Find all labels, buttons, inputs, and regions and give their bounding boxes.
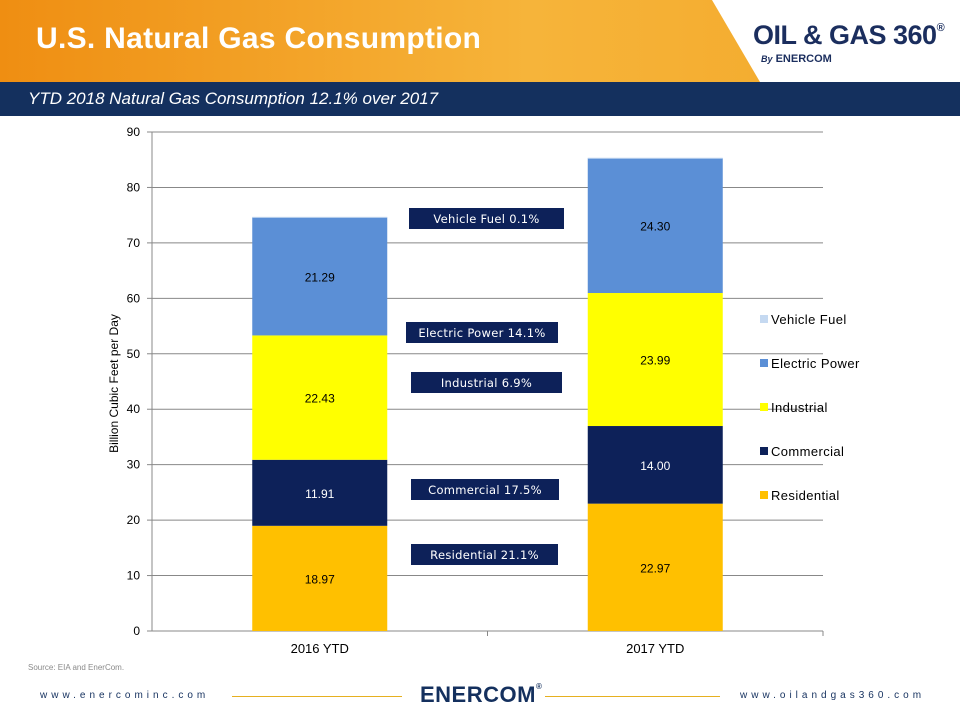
y-tick-label-70: 70 <box>127 236 141 250</box>
subtitle-bar: YTD 2018 Natural Gas Consumption 12.1% o… <box>0 82 960 116</box>
bar-2016-ytd-commercial <box>252 459 388 526</box>
legend-label-commercial: Commercial <box>771 444 844 459</box>
annotation-box-vehicle-fuel <box>409 208 564 229</box>
logo-registered-mark: ® <box>936 22 945 34</box>
y-tick-label-80: 80 <box>127 180 141 194</box>
x-tick-label-2016-ytd: 2016 YTD <box>291 641 349 656</box>
legend-swatch-commercial <box>760 447 768 455</box>
logo-company: ENERCOM <box>775 53 832 65</box>
data-label-2016-ytd-residential: 18.97 <box>305 572 335 586</box>
legend-swatch-electric-power <box>760 359 768 367</box>
y-tick-label-30: 30 <box>127 458 141 472</box>
enercom-footer-logo: ENERCOM® <box>420 682 542 708</box>
x-tick-label-2017-ytd: 2017 YTD <box>626 641 684 656</box>
data-label-2017-ytd-residential: 22.97 <box>640 561 670 575</box>
data-label-2016-ytd-industrial: 22.43 <box>305 392 335 406</box>
y-tick-label-20: 20 <box>127 513 141 527</box>
legend-label-vehicle-fuel: Vehicle Fuel <box>771 312 847 327</box>
logo-text: OIL & GAS 360 <box>753 20 937 50</box>
footer-url-enercominc[interactable]: www.enercominc.com <box>40 690 210 701</box>
y-tick-label-60: 60 <box>127 291 141 305</box>
y-tick-label-50: 50 <box>127 347 141 361</box>
bar-2017-ytd-commercial <box>587 426 723 504</box>
annotation-box-residential <box>411 544 558 565</box>
bar-2016-ytd-residential <box>252 525 388 631</box>
data-label-2016-ytd-commercial: 11.91 <box>305 487 334 501</box>
bar-2017-ytd-residential <box>587 503 723 631</box>
bar-2016-ytd-vehicle-fuel <box>252 216 388 218</box>
y-axis-title: Billion Cubic Feet per Day <box>107 314 121 453</box>
header-banner: U.S. Natural Gas Consumption OIL & GAS 3… <box>0 0 960 82</box>
footer-logo-registered-mark: ® <box>535 682 543 691</box>
bar-2017-ytd-vehicle-fuel <box>587 157 723 159</box>
legend-swatch-residential <box>760 491 768 499</box>
y-tick-label-90: 90 <box>127 125 141 139</box>
annotation-text-residential: Residential 21.1% <box>430 548 539 562</box>
bar-2016-ytd-industrial <box>252 335 388 460</box>
data-label-2017-ytd-industrial: 23.99 <box>640 354 670 368</box>
bar-2017-ytd-electric-power <box>587 158 723 294</box>
footer-divider-left <box>232 696 402 697</box>
oil-and-gas-360-logo: OIL & GAS 360® By ENERCOM <box>745 12 950 72</box>
annotation-text-vehicle-fuel: Vehicle Fuel 0.1% <box>433 212 539 226</box>
y-tick-label-40: 40 <box>127 402 141 416</box>
annotation-box-industrial <box>411 372 562 393</box>
bar-2017-ytd-industrial <box>587 293 723 427</box>
annotation-text-electric-power: Electric Power 14.1% <box>418 326 545 340</box>
legend-swatch-industrial <box>760 403 768 411</box>
footer-logo-text: ENERCOM <box>420 682 536 707</box>
y-tick-label-0: 0 <box>133 624 140 638</box>
annotation-text-industrial: Industrial 6.9% <box>441 376 532 390</box>
legend-swatch-vehicle-fuel <box>760 315 768 323</box>
annotation-box-electric-power <box>406 322 558 343</box>
data-label-2017-ytd-electric-power: 24.30 <box>640 220 670 234</box>
y-tick-label-10: 10 <box>127 569 141 583</box>
annotation-text-commercial: Commercial 17.5% <box>428 483 542 497</box>
footer-url-oilandgas360[interactable]: www.oilandgas360.com <box>740 690 926 701</box>
logo-by: By <box>761 54 773 64</box>
legend-label-residential: Residential <box>771 488 840 503</box>
data-label-2017-ytd-commercial: 14.00 <box>640 459 670 473</box>
bar-2016-ytd-electric-power <box>252 217 388 336</box>
page-title: U.S. Natural Gas Consumption <box>36 22 482 55</box>
source-note: Source: EIA and EnerCom. <box>28 663 125 672</box>
header-background <box>0 0 960 82</box>
legend-label-electric-power: Electric Power <box>771 356 860 371</box>
footer-divider-right <box>545 696 720 697</box>
annotation-box-commercial <box>411 479 559 500</box>
subtitle: YTD 2018 Natural Gas Consumption 12.1% o… <box>28 89 439 108</box>
data-label-2016-ytd-electric-power: 21.29 <box>305 270 335 284</box>
legend-label-industrial: Industrial <box>771 400 828 415</box>
